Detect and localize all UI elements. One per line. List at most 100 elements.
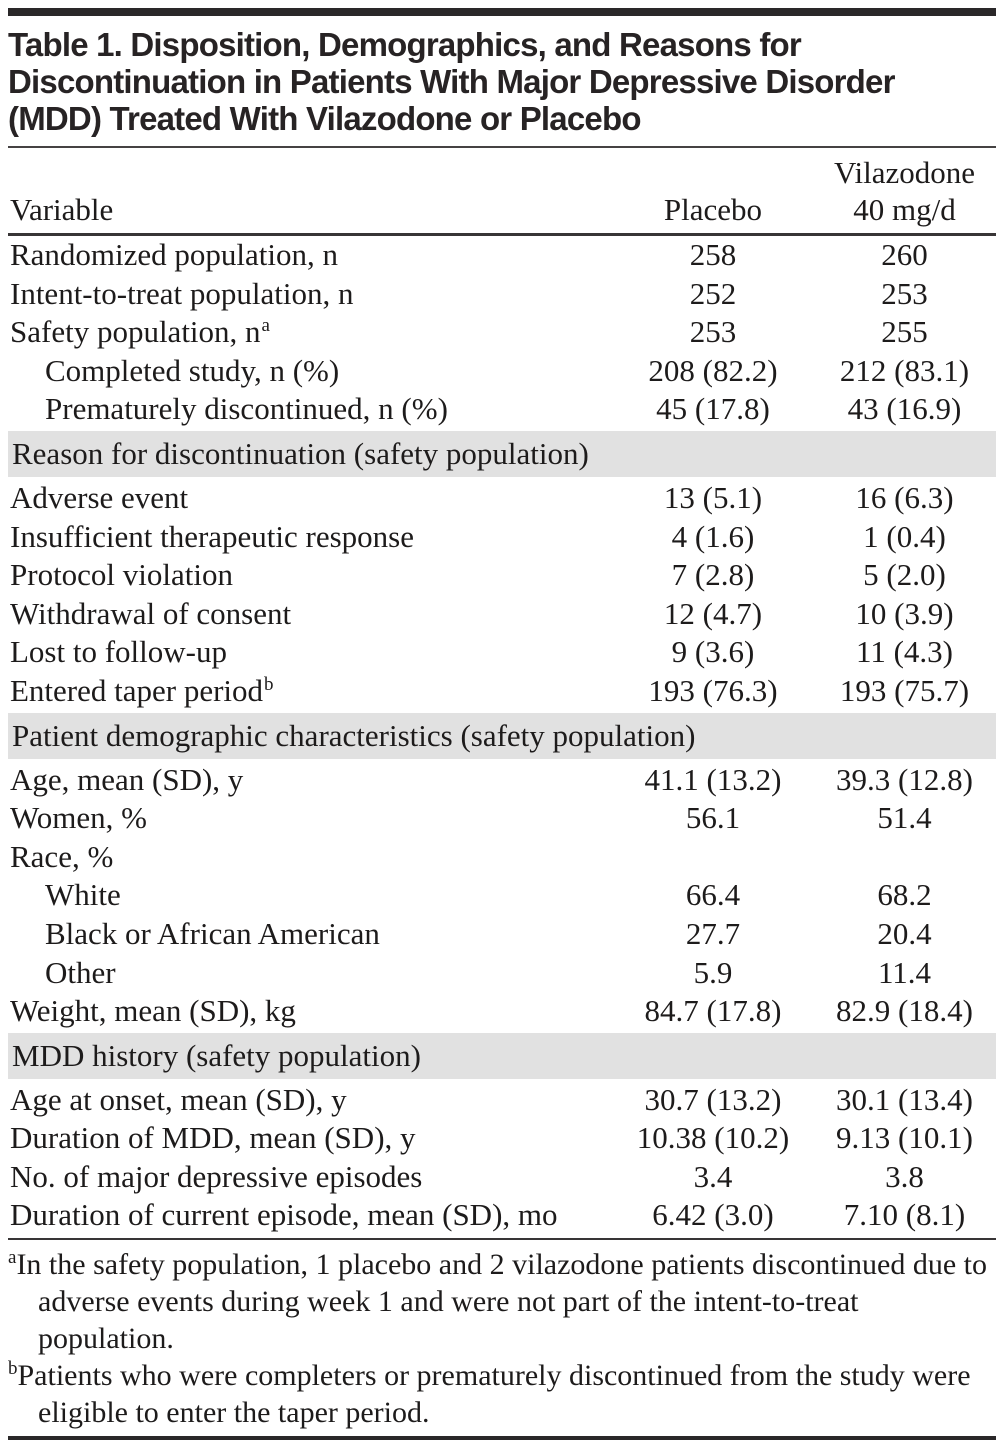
placebo-value: 10.38 (10.2) [636, 1120, 790, 1156]
row-label: Safety population, na [8, 313, 613, 352]
footnote-rule [8, 1238, 996, 1241]
row-label: Withdrawal of consent [8, 595, 613, 634]
vilazodone-value: 255 [881, 314, 928, 350]
row-label-text: No. of major depressive episodes [10, 1158, 423, 1194]
table-row: Age at onset, mean (SD), y 30.7 (13.2) 3… [8, 1081, 996, 1120]
row-label-text: Race, % [10, 838, 114, 874]
row-label-text: Duration of MDD, mean (SD), y [10, 1120, 416, 1156]
row-label-text: Duration of current episode, mean (SD), … [10, 1197, 558, 1233]
table-row: Age, mean (SD), y 41.1 (13.2) 39.3 (12.8… [8, 761, 996, 800]
placebo-value: 4 (1.6) [671, 518, 755, 554]
title-rule [8, 146, 996, 148]
table-row: Withdrawal of consent 12 (4.7) 10 (3.9) [8, 595, 996, 634]
table-top-bar [8, 8, 996, 16]
placebo-value: 252 [689, 275, 737, 311]
placebo-value: 13 (5.1) [663, 479, 763, 515]
vilazodone-value: 3.8 [885, 1158, 924, 1194]
vilazodone-value: 82.9 (18.4) [836, 993, 973, 1029]
table-row: Completed study, n (%) 208 (82.2) 212 (8… [8, 352, 996, 391]
placebo-value: 253 [689, 314, 737, 350]
table-row: Adverse event 13 (5.1) 16 (6.3) [8, 479, 996, 518]
vilazodone-value: 10 (3.9) [855, 595, 954, 631]
table-figure: Table 1. Disposition, Demographics, and … [0, 8, 1004, 1441]
vilazodone-value: 253 [881, 275, 928, 311]
row-label: Weight, mean (SD), kg [8, 992, 613, 1031]
row-label: Completed study, n (%) [8, 352, 613, 391]
table-row: Duration of current episode, mean (SD), … [8, 1196, 996, 1235]
placebo-value: 56.1 [685, 800, 741, 836]
row-label-text: Entered taper period [10, 672, 264, 708]
row-label: Intent-to-treat population, n [8, 275, 613, 314]
vilazodone-value: 7.10 (8.1) [843, 1197, 966, 1233]
placebo-value: 41.1 (13.2) [644, 761, 782, 797]
vilazodone-value: 51.4 [877, 800, 932, 836]
column-header-vilazodone-line1: Vilazodone [833, 155, 976, 190]
table-header-row: Variable Placebo Vilazodone 40 mg/d [8, 148, 996, 233]
row-label: Insufficient therapeutic response [8, 518, 613, 557]
row-label-text: Age, mean (SD), y [10, 761, 244, 797]
row-label-text: Intent-to-treat population, n [10, 275, 354, 311]
row-label: White [8, 876, 613, 915]
column-header-vilazodone-line2: 40 mg/d [853, 192, 956, 227]
row-label-text: Women, % [10, 800, 147, 836]
header-rule [8, 233, 996, 236]
row-label-text: Adverse event [10, 479, 189, 515]
placebo-value: 258 [689, 237, 737, 272]
row-label: Lost to follow-up [8, 633, 613, 672]
row-label: Black or African American [8, 915, 613, 954]
placebo-value: 12 (4.7) [663, 595, 763, 631]
placebo-value: 84.7 (17.8) [644, 993, 782, 1029]
vilazodone-value: 30.1 (13.4) [836, 1081, 973, 1117]
section-header-mdd-history: MDD history (safety population) [8, 1032, 996, 1079]
row-label-text: Other [45, 954, 116, 990]
row-label: Duration of current episode, mean (SD), … [8, 1196, 613, 1235]
row-label-text: Randomized population, n [10, 237, 339, 272]
row-label: Race, % [8, 838, 613, 877]
row-label-text: Insufficient therapeutic response [10, 518, 414, 554]
row-label-text: Black or African American [45, 915, 380, 951]
vilazodone-value: 9.13 (10.1) [836, 1120, 973, 1156]
table-row: Duration of MDD, mean (SD), y 10.38 (10.… [8, 1119, 996, 1158]
row-label: Duration of MDD, mean (SD), y [8, 1119, 613, 1158]
vilazodone-value: 260 [881, 237, 928, 272]
footnote-a: aIn the safety population, 1 placebo and… [8, 1246, 996, 1357]
row-label: Age at onset, mean (SD), y [8, 1081, 613, 1120]
footnote-marker-a: a [261, 314, 270, 336]
row-label: No. of major depressive episodes [8, 1158, 613, 1197]
vilazodone-value: 20.4 [877, 915, 932, 951]
table-row: Women, % 56.1 51.4 [8, 799, 996, 838]
row-label: Entered taper periodb [8, 672, 613, 711]
row-label-text: Age at onset, mean (SD), y [10, 1081, 347, 1117]
placebo-value: 9 (3.6) [671, 634, 755, 670]
vilazodone-value: 11 (4.3) [856, 634, 953, 670]
table-row: Safety population, na 253 255 [8, 313, 996, 352]
placebo-value: 193 (76.3) [648, 672, 778, 708]
row-label-text: Safety population, n [10, 314, 261, 350]
column-header-vilazodone: Vilazodone 40 mg/d [813, 154, 996, 228]
table-bottom-rule [8, 1436, 996, 1441]
footnote-b-text: Patients who were completers or prematur… [17, 1359, 971, 1430]
table-row: Intent-to-treat population, n 252 253 [8, 275, 996, 314]
placebo-value: 5.9 [693, 954, 733, 990]
footnote-b: bPatients who were completers or prematu… [8, 1357, 996, 1431]
vilazodone-value: 5 (2.0) [863, 557, 946, 593]
vilazodone-value: 39.3 (12.8) [836, 761, 973, 797]
placebo-value: 7 (2.8) [671, 557, 755, 593]
table-row: Randomized population, n 258 260 [8, 236, 996, 275]
vilazodone-value: 1 (0.4) [863, 518, 946, 554]
placebo-value: 45 (17.8) [656, 391, 770, 427]
table-row: Insufficient therapeutic response 4 (1.6… [8, 518, 996, 557]
footnote-a-marker: a [8, 1247, 17, 1269]
row-label: Other [8, 954, 613, 993]
row-label-text: Completed study, n (%) [45, 352, 340, 388]
placebo-value: 208 (82.2) [648, 352, 778, 388]
vilazodone-value: 43 (16.9) [847, 391, 962, 427]
row-label: Prematurely discontinued, n (%) [8, 390, 613, 429]
table-row: Protocol violation 7 (2.8) 5 (2.0) [8, 556, 996, 595]
row-label-text: Prematurely discontinued, n (%) [45, 391, 448, 427]
section-header-demographics: Patient demographic characteristics (saf… [8, 712, 996, 759]
footnotes: aIn the safety population, 1 placebo and… [8, 1246, 996, 1431]
table-row: Weight, mean (SD), kg 84.7 (17.8) 82.9 (… [8, 992, 996, 1031]
row-label-text: Withdrawal of consent [10, 595, 292, 631]
row-label: Randomized population, n [8, 236, 613, 275]
